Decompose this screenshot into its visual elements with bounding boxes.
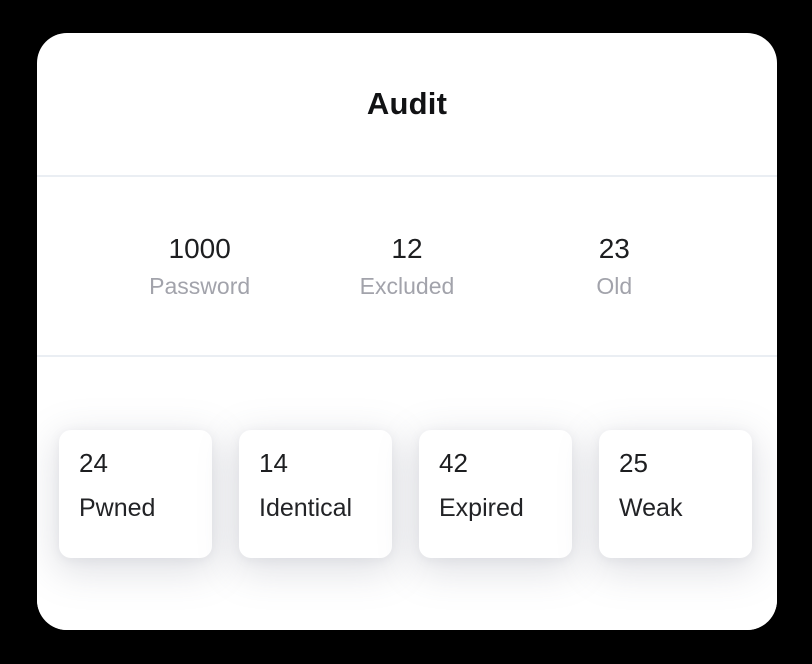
tile-expired[interactable]: 42 Expired [419,429,572,558]
page-title: Audit [366,86,448,121]
tile-pwned[interactable]: 24 Pwned [59,429,212,558]
stat-password: 1000 Password [96,232,303,300]
tile-pwned-value: 24 [79,447,108,478]
stat-old: 23 Old [511,232,718,300]
tile-identical[interactable]: 14 Identical [239,429,392,558]
tile-weak-label: Weak [619,493,683,522]
stats-row: 1000 Password 12 Excluded 23 Old [37,175,777,355]
stat-excluded-value: 12 [391,233,423,264]
tile-weak[interactable]: 25 Weak [599,429,752,558]
tiles-section: 24 Pwned 14 Identical 42 Expired 25 Weak [37,355,777,630]
stat-old-label: Old [596,273,633,299]
stat-password-label: Password [149,273,251,299]
stat-excluded: 12 Excluded [303,232,510,300]
tile-identical-value: 14 [259,447,288,478]
stat-old-value: 23 [598,233,630,264]
card-header: Audit [37,33,777,175]
tile-expired-label: Expired [439,493,524,522]
tile-expired-value: 42 [439,447,468,478]
stat-excluded-label: Excluded [359,273,455,299]
tile-identical-label: Identical [259,493,353,522]
stat-password-value: 1000 [168,233,231,264]
tile-weak-value: 25 [619,447,648,478]
tile-pwned-label: Pwned [79,493,156,522]
audit-card: Audit 1000 Password 12 Excluded 23 Old 2… [37,33,777,630]
